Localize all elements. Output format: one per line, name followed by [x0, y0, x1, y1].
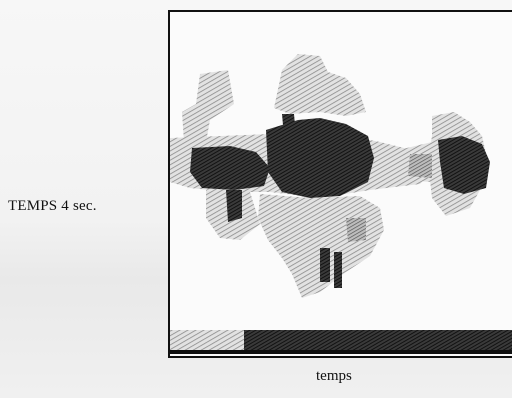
- dark-bars-lower-2: [334, 252, 342, 288]
- dark-bars-lower: [320, 248, 330, 282]
- dark-core-right: [438, 136, 490, 194]
- mid-hatch-regions: [346, 154, 432, 242]
- side-label: TEMPS 4 sec.: [8, 198, 97, 214]
- dark-core-left: [190, 146, 270, 190]
- dark-hatch-regions: [190, 114, 490, 288]
- left-lobe: [182, 70, 234, 142]
- dark-spike-center: [282, 114, 296, 136]
- hatched-figure: [170, 54, 512, 354]
- upper-center-lobe: [274, 54, 366, 116]
- dark-drip-left: [226, 190, 242, 222]
- texture-plot: [168, 10, 512, 358]
- lower-center-lobe: [258, 194, 384, 298]
- dark-core-center: [266, 118, 374, 198]
- x-axis-label: temps: [316, 368, 352, 384]
- bottom-strip: [170, 330, 512, 354]
